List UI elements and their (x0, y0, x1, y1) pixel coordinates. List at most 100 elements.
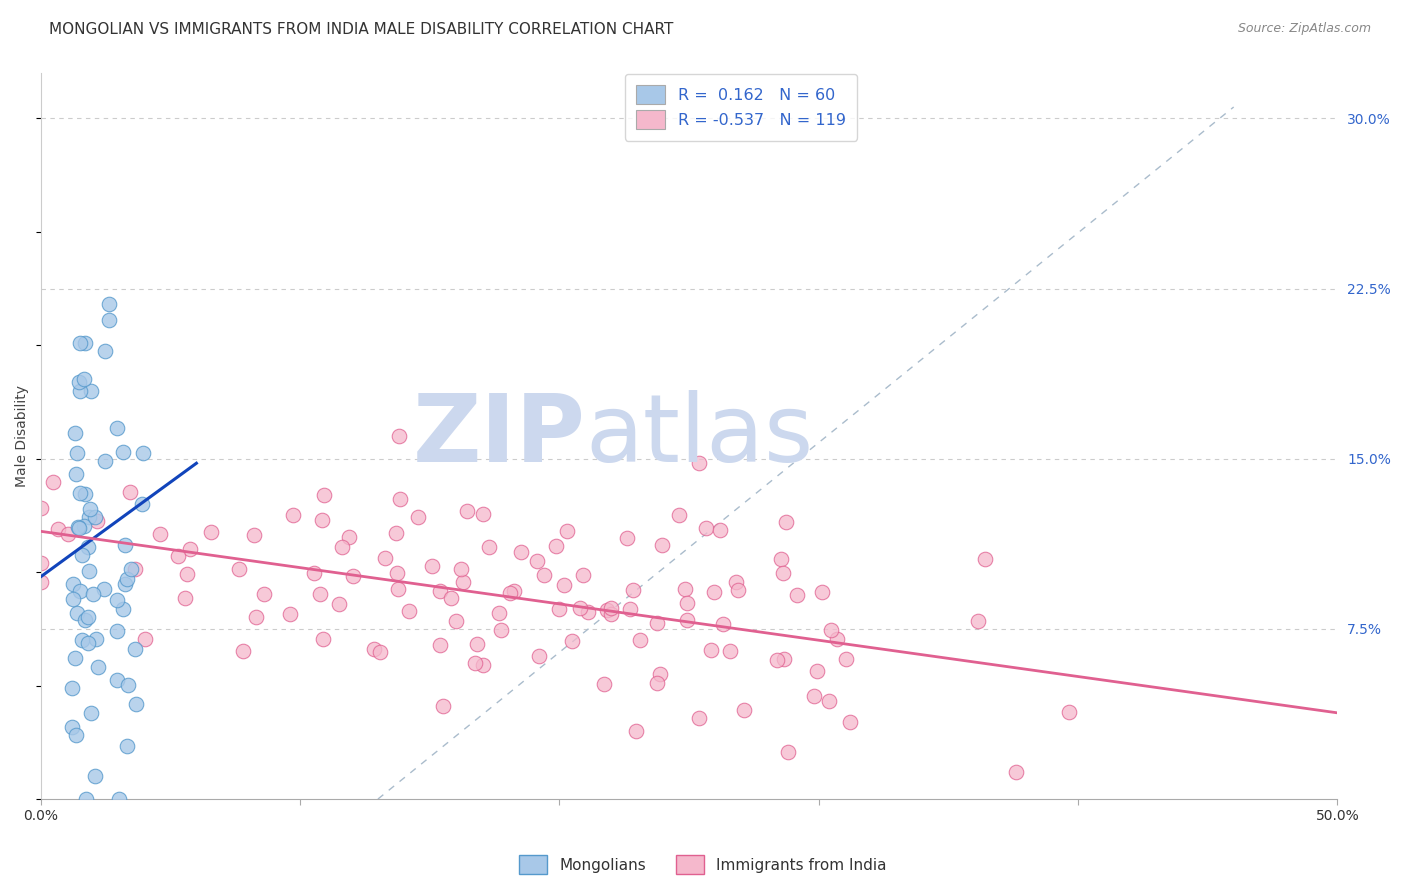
Point (125, 697, 148, 711)
Point (179, 542, 201, 557)
Point (478, 541, 501, 555)
Point (727, 582, 749, 597)
Point (245, 610, 267, 624)
Point (619, 601, 641, 615)
Point (62, 577, 84, 591)
Point (718, 644, 741, 658)
Point (526, 554, 548, 568)
Point (387, 582, 409, 597)
Point (124, 562, 146, 576)
Point (398, 604, 420, 618)
Point (98, 297, 121, 311)
Point (75, 792, 97, 806)
Point (69, 384, 91, 398)
Point (42, 475, 65, 489)
Point (112, 602, 135, 616)
Point (725, 575, 748, 590)
Point (820, 623, 842, 637)
Point (120, 562, 142, 576)
Point (553, 578, 575, 592)
Point (489, 623, 512, 637)
Point (30, 501, 52, 516)
Point (688, 456, 710, 470)
Point (114, 577, 136, 591)
Point (450, 562, 472, 576)
Point (572, 568, 595, 582)
Point (600, 607, 623, 622)
Point (67, 521, 90, 535)
Legend: R =  0.162   N = 60, R = -0.537   N = 119: R = 0.162 N = 60, R = -0.537 N = 119 (626, 74, 856, 141)
Point (115, 739, 138, 753)
Point (408, 510, 430, 524)
Point (60, 681, 83, 695)
Point (302, 566, 325, 580)
Point (676, 596, 699, 610)
Point (94, 454, 117, 468)
Point (69, 486, 91, 500)
Point (502, 584, 524, 599)
Point (73, 487, 96, 501)
Point (835, 652, 858, 666)
Point (772, 566, 794, 580)
Point (766, 652, 789, 666)
Point (82, 586, 104, 600)
Point (673, 582, 696, 597)
Point (374, 551, 396, 566)
Point (546, 539, 568, 553)
Point (87, 659, 110, 673)
Point (465, 637, 488, 651)
Point (429, 638, 451, 652)
Point (66, 446, 89, 460)
Point (626, 724, 648, 739)
Point (93, 344, 115, 359)
Point (772, 652, 794, 666)
Point (131, 497, 153, 511)
Point (703, 585, 725, 599)
Point (651, 538, 673, 552)
Point (420, 559, 443, 574)
Point (79, 502, 101, 516)
Point (709, 524, 731, 538)
Point (312, 632, 335, 646)
Point (84, 509, 107, 524)
Point (533, 568, 555, 582)
Point (132, 445, 155, 459)
Point (600, 601, 623, 615)
Point (70, 548, 93, 562)
Point (388, 428, 411, 442)
Point (328, 598, 350, 612)
Point (98, 312, 121, 326)
Point (69, 584, 91, 599)
Point (65, 728, 87, 742)
Point (200, 525, 222, 540)
Point (69, 375, 91, 389)
Point (176, 567, 198, 582)
Point (309, 587, 332, 601)
Point (281, 508, 304, 522)
Point (432, 699, 454, 714)
Point (342, 569, 364, 583)
Point (93, 582, 115, 597)
Point (66, 520, 89, 534)
Point (232, 644, 254, 658)
Point (568, 601, 591, 615)
Point (228, 562, 250, 576)
Point (73, 335, 96, 350)
Point (73, 372, 96, 386)
Point (451, 575, 474, 590)
Point (114, 538, 136, 552)
Point (77, 564, 100, 578)
Point (464, 656, 486, 670)
Point (77, 510, 100, 524)
Y-axis label: Male Disability: Male Disability (15, 385, 30, 487)
Point (149, 526, 172, 541)
Point (66, 606, 89, 620)
Point (117, 677, 139, 691)
Point (576, 605, 599, 619)
Point (80, 384, 103, 398)
Point (676, 613, 699, 627)
Point (1057, 705, 1080, 719)
Point (1005, 765, 1028, 780)
Legend: Mongolians, Immigrants from India: Mongolians, Immigrants from India (513, 849, 893, 880)
Point (695, 520, 717, 534)
